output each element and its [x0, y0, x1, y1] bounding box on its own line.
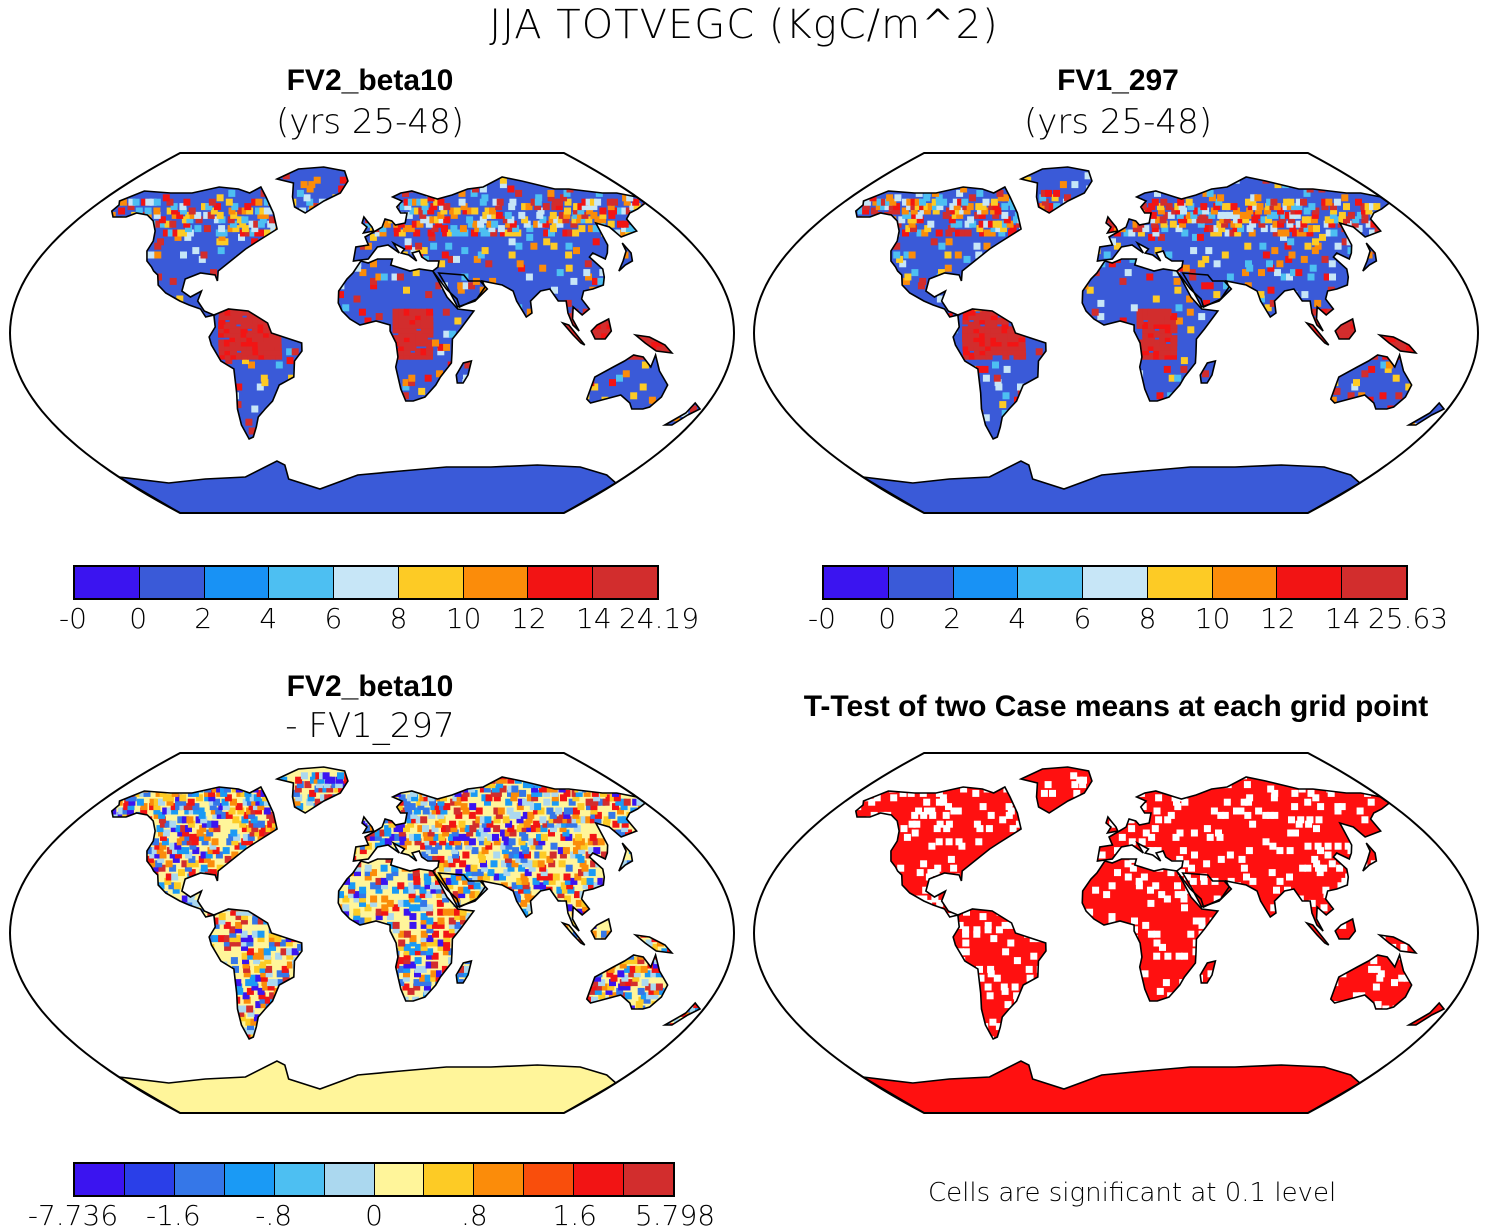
- colorbar-swatch: [889, 567, 954, 598]
- colorbar-tick-label: -1.6: [146, 1199, 201, 1232]
- panel-2-map: [744, 145, 1488, 525]
- colorbar-swatch: [1213, 567, 1278, 598]
- panel-3-subtitle: - FV1_297: [220, 706, 520, 746]
- panel-2-title: FV1_297: [968, 64, 1268, 98]
- panel-1-title: FV2_beta10: [220, 64, 520, 98]
- colorbar-swatch: [424, 1164, 474, 1195]
- colorbar-swatch: [528, 567, 593, 598]
- colorbar-tick-label: -0: [59, 602, 87, 635]
- colorbar-tick-label: -7.736: [28, 1199, 118, 1232]
- colorbar-swatch: [1083, 567, 1148, 598]
- colorbar-swatch: [1342, 567, 1406, 598]
- colorbar-swatch: [140, 567, 205, 598]
- colorbar-swatch: [125, 1164, 175, 1195]
- colorbar-tick-label: 10: [1195, 602, 1231, 635]
- colorbar-tick-label: 12: [1260, 602, 1296, 635]
- colorbar-swatch: [574, 1164, 624, 1195]
- colorbar-swatch: [399, 567, 464, 598]
- panel-1-subtitle: (yrs 25-48): [220, 102, 520, 142]
- colorbar-swatch: [275, 1164, 325, 1195]
- colorbar-tick-label: 25.63: [1368, 602, 1448, 635]
- landmass-antarctica: [863, 1061, 1360, 1113]
- colorbar-tick-label: 12: [511, 602, 547, 635]
- colorbar-tick-label: 6: [325, 602, 343, 635]
- colorbar-2: [822, 565, 1408, 600]
- colorbar-swatch: [593, 567, 657, 598]
- colorbar-swatch: [75, 1164, 125, 1195]
- colorbar-swatch: [225, 1164, 275, 1195]
- landmass-antarctica: [119, 1061, 616, 1113]
- panel-2-subtitle: (yrs 25-48): [968, 102, 1268, 142]
- colorbar-swatch: [464, 567, 529, 598]
- colorbar-swatch: [1018, 567, 1083, 598]
- significance-note: Cells are significant at 0.1 level: [928, 1178, 1336, 1208]
- colorbar-tick-label: 8: [390, 602, 408, 635]
- colorbar-tick-label: 2: [943, 602, 961, 635]
- colorbar-tick-label: .8: [461, 1199, 488, 1232]
- colorbar-swatch: [1148, 567, 1213, 598]
- colorbar-tick-label: 14: [1325, 602, 1361, 635]
- colorbar-swatch: [375, 1164, 425, 1195]
- colorbar-swatch: [954, 567, 1019, 598]
- colorbar-tick-label: 8: [1139, 602, 1157, 635]
- colorbar-swatch: [175, 1164, 225, 1195]
- colorbar-tick-label: 10: [446, 602, 482, 635]
- colorbar-tick-label: 5.798: [635, 1199, 715, 1232]
- colorbar-tick-label: 6: [1074, 602, 1092, 635]
- colorbar-swatch: [474, 1164, 524, 1195]
- colorbar-3: [73, 1162, 675, 1197]
- colorbar-tick-label: 2: [194, 602, 212, 635]
- colorbar-tick-label: -0: [808, 602, 836, 635]
- colorbar-tick-label: 0: [878, 602, 896, 635]
- colorbar-swatch: [334, 567, 399, 598]
- colorbar-1: [73, 565, 659, 600]
- panel-4-map: [744, 745, 1488, 1125]
- colorbar-swatch: [624, 1164, 673, 1195]
- colorbar-tick-label: 0: [129, 602, 147, 635]
- landmass-northAmerica: [856, 787, 1021, 917]
- colorbar-tick-label: 4: [259, 602, 277, 635]
- colorbar-swatch: [325, 1164, 375, 1195]
- landmass-antarctica: [863, 461, 1360, 513]
- colorbar-tick-label: 14: [576, 602, 612, 635]
- colorbar-swatch: [75, 567, 140, 598]
- colorbar-swatch: [524, 1164, 574, 1195]
- figure-title: JJA TOTVEGC (KgC/m^2): [0, 2, 1488, 48]
- colorbar-swatch: [1277, 567, 1342, 598]
- landmass-antarctica: [119, 461, 616, 513]
- colorbar-swatch: [824, 567, 889, 598]
- colorbar-tick-label: 1.6: [552, 1199, 597, 1232]
- colorbar-swatch: [269, 567, 334, 598]
- panel-3-map: [0, 745, 744, 1125]
- colorbar-swatch: [205, 567, 270, 598]
- panel-4-title: T-Test of two Case means at each grid po…: [744, 690, 1488, 724]
- panel-1-map: [0, 145, 744, 525]
- colorbar-tick-label: 0: [365, 1199, 383, 1232]
- colorbar-tick-label: 4: [1008, 602, 1026, 635]
- colorbar-tick-label: -.8: [255, 1199, 292, 1232]
- colorbar-tick-label: 24.19: [619, 602, 699, 635]
- panel-3-title: FV2_beta10: [220, 670, 520, 704]
